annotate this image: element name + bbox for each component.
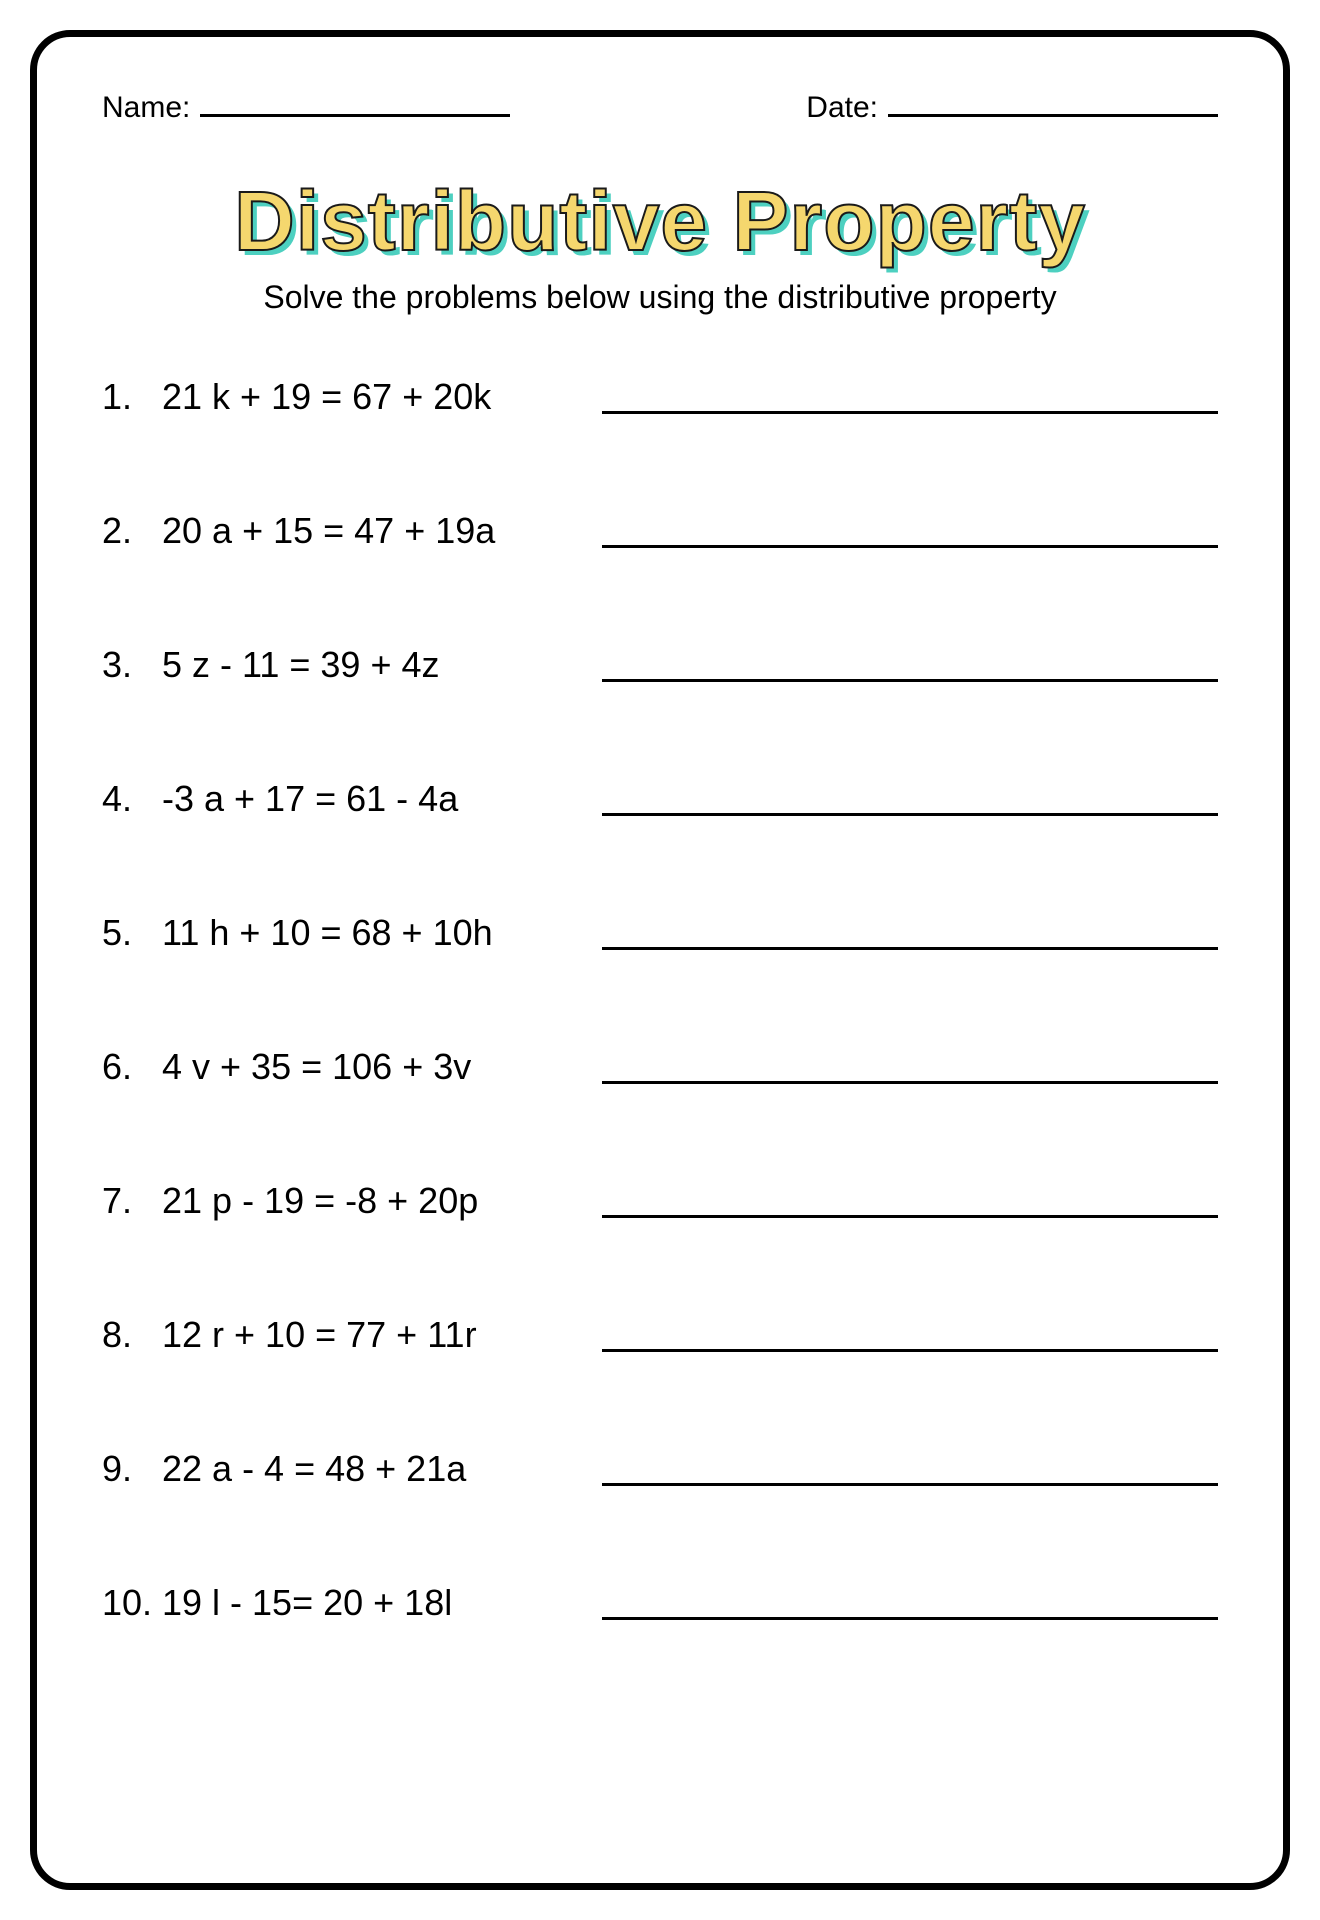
main-title: Distributive Property (92, 175, 1228, 267)
problem-row: 9. 22 a - 4 = 48 + 21a (102, 1448, 1218, 1490)
date-field: Date: (806, 87, 1218, 125)
problem-row: 4. -3 a + 17 = 61 - 4a (102, 778, 1218, 820)
problem-row: 7. 21 p - 19 = -8 + 20p (102, 1180, 1218, 1222)
problem-number: 6. (102, 1046, 162, 1088)
problem-number: 1. (102, 376, 162, 418)
answer-line[interactable] (602, 1348, 1218, 1352)
answer-line[interactable] (602, 410, 1218, 414)
problem-number: 9. (102, 1448, 162, 1490)
answer-line[interactable] (602, 544, 1218, 548)
problem-row: 2. 20 a + 15 = 47 + 19a (102, 510, 1218, 552)
problem-number: 8. (102, 1314, 162, 1356)
problem-equation: 19 l - 15= 20 + 18l (162, 1582, 592, 1624)
problem-row: 8. 12 r + 10 = 77 + 11r (102, 1314, 1218, 1356)
problem-equation: 22 a - 4 = 48 + 21a (162, 1448, 592, 1490)
answer-line[interactable] (602, 946, 1218, 950)
subtitle: Solve the problems below using the distr… (92, 279, 1228, 316)
problem-number: 5. (102, 912, 162, 954)
problem-equation: 21 k + 19 = 67 + 20k (162, 376, 592, 418)
problem-equation: 11 h + 10 = 68 + 10h (162, 912, 592, 954)
problem-equation: 20 a + 15 = 47 + 19a (162, 510, 592, 552)
header-row: Name: Date: (92, 87, 1228, 125)
answer-line[interactable] (602, 1214, 1218, 1218)
title-block: Distributive Property Solve the problems… (92, 175, 1228, 316)
answer-line[interactable] (602, 1080, 1218, 1084)
worksheet-page: Name: Date: Distributive Property Solve … (30, 30, 1290, 1890)
name-input-line[interactable] (200, 87, 510, 117)
problem-row: 6. 4 v + 35 = 106 + 3v (102, 1046, 1218, 1088)
problem-equation: 12 r + 10 = 77 + 11r (162, 1314, 592, 1356)
problem-number: 3. (102, 644, 162, 686)
problem-equation: -3 a + 17 = 61 - 4a (162, 778, 592, 820)
date-input-line[interactable] (888, 87, 1218, 117)
name-label: Name: (102, 91, 190, 125)
problem-number: 10. (102, 1582, 162, 1624)
answer-line[interactable] (602, 678, 1218, 682)
name-field: Name: (102, 87, 510, 125)
problem-row: 5. 11 h + 10 = 68 + 10h (102, 912, 1218, 954)
date-label: Date: (806, 91, 878, 125)
problem-number: 4. (102, 778, 162, 820)
problems-list: 1. 21 k + 19 = 67 + 20k 2. 20 a + 15 = 4… (92, 376, 1228, 1624)
answer-line[interactable] (602, 1616, 1218, 1620)
problem-row: 10. 19 l - 15= 20 + 18l (102, 1582, 1218, 1624)
problem-equation: 21 p - 19 = -8 + 20p (162, 1180, 592, 1222)
problem-equation: 5 z - 11 = 39 + 4z (162, 644, 592, 686)
problem-row: 3. 5 z - 11 = 39 + 4z (102, 644, 1218, 686)
problem-number: 2. (102, 510, 162, 552)
answer-line[interactable] (602, 1482, 1218, 1486)
problem-number: 7. (102, 1180, 162, 1222)
problem-row: 1. 21 k + 19 = 67 + 20k (102, 376, 1218, 418)
answer-line[interactable] (602, 812, 1218, 816)
problem-equation: 4 v + 35 = 106 + 3v (162, 1046, 592, 1088)
